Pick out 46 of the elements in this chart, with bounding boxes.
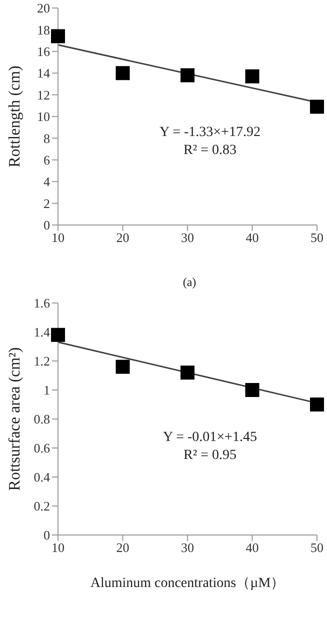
- x-tick-label: 20: [116, 230, 130, 246]
- y-tick-label: 0.8: [34, 412, 50, 427]
- y-tick-label: 1.6: [34, 296, 50, 311]
- y-tick-label: 0.6: [34, 440, 50, 456]
- x-tick-label: 40: [246, 540, 259, 556]
- y-tick-label: 10: [37, 109, 50, 124]
- y-tick-label: 18: [37, 22, 50, 38]
- point: [116, 66, 130, 80]
- y-tick-label: 8: [44, 130, 50, 146]
- point: [310, 398, 324, 412]
- x-tick-label: 40: [246, 230, 259, 246]
- y-axis-title: Rottlength (cm): [6, 66, 24, 168]
- point: [51, 328, 65, 342]
- annotation: R² = 0.83: [182, 142, 238, 160]
- annotation: R² = 0.95: [182, 446, 238, 465]
- x-tick-label: 50: [310, 230, 324, 246]
- y-tick-label: 16: [37, 44, 50, 60]
- x-tick-label: 30: [181, 540, 194, 556]
- point: [180, 68, 194, 82]
- y-tick-label: 20: [37, 0, 50, 16]
- point: [180, 366, 194, 380]
- y-tick-label: 0.2: [34, 498, 50, 514]
- y-tick-label: 0.4: [34, 470, 50, 485]
- y-tick-label: 0: [44, 218, 50, 233]
- point: [51, 29, 65, 44]
- y-tick-label: 1.2: [34, 354, 50, 369]
- point: [245, 69, 260, 84]
- annotation: Y = -0.01×+1.45: [162, 428, 258, 447]
- y-axis-title: Rottsurface area (cm²): [6, 347, 24, 491]
- x-tick-label: 20: [116, 540, 130, 556]
- point: [310, 100, 324, 114]
- y-tick-label: 4: [44, 174, 50, 190]
- y-tick-label: 1: [44, 382, 50, 398]
- y-tick-label: 12: [37, 87, 50, 102]
- y-tick-label: 14: [37, 66, 50, 81]
- x-axis-title: Aluminum concentrations（µM）: [90, 576, 285, 591]
- y-tick-label: 6: [44, 152, 50, 168]
- y-tick-label: 2: [44, 196, 50, 211]
- x-tick-label: 50: [310, 540, 324, 556]
- point: [116, 360, 130, 374]
- point: [245, 383, 260, 397]
- annotation: Y = -1.33×+17.92: [158, 124, 262, 142]
- y-tick-label: 0: [44, 528, 50, 543]
- x-tick-label: 30: [181, 230, 194, 246]
- text: (a): [182, 275, 198, 290]
- y-tick-label: 1.4: [34, 324, 50, 340]
